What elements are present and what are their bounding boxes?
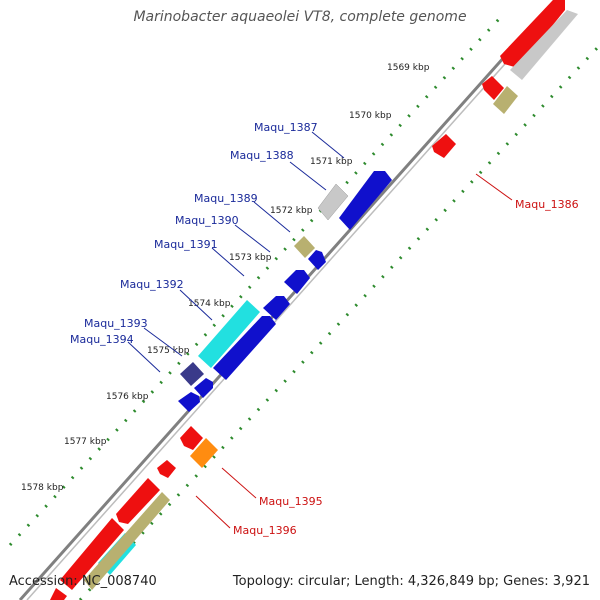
inner-dotted-guide xyxy=(78,43,600,600)
gene-feature[interactable] xyxy=(294,236,315,258)
gene-label[interactable]: Maqu_1394 xyxy=(70,333,134,346)
gene-feature[interactable] xyxy=(284,270,310,294)
plus-label-leaders xyxy=(127,131,345,373)
kbp-tick-label: 1576 kbp xyxy=(106,392,149,402)
gene-feature[interactable] xyxy=(339,171,392,230)
gene-label[interactable]: Maqu_1387 xyxy=(254,121,318,134)
gene-label[interactable]: Maqu_1388 xyxy=(230,149,294,162)
accession-label: Accession: NC_008740 xyxy=(9,574,157,589)
gene-label[interactable]: Maqu_1393 xyxy=(84,317,148,330)
gene-label[interactable]: Maqu_1386 xyxy=(515,198,579,211)
kbp-tick-label: 1571 kbp xyxy=(310,157,353,167)
gene-feature[interactable] xyxy=(317,183,349,221)
kbp-tick-label: 1570 kbp xyxy=(349,111,392,121)
kbp-tick-label: 1577 kbp xyxy=(64,437,107,447)
kbp-tick-label: 1569 kbp xyxy=(387,63,430,73)
gene-feature[interactable] xyxy=(510,10,578,80)
gene-feature[interactable] xyxy=(198,300,260,368)
minus-strand-genes xyxy=(50,0,578,600)
map-title: Marinobacter aquaeolei VT8, complete gen… xyxy=(133,9,467,25)
kbp-tick-label: 1572 kbp xyxy=(270,206,313,216)
gene-labels: Maqu_1387 Maqu_1388 Maqu_1389 Maqu_1390 … xyxy=(70,121,579,537)
kbp-tick-label: 1578 kbp xyxy=(21,483,64,493)
gene-feature[interactable] xyxy=(194,378,213,398)
gene-feature[interactable] xyxy=(84,492,170,590)
gene-label[interactable]: Maqu_1396 xyxy=(233,524,297,537)
genome-summary: Topology: circular; Length: 4,326,849 bp… xyxy=(232,574,590,589)
gene-feature[interactable] xyxy=(493,86,518,114)
minus-label-leaders xyxy=(195,173,513,529)
gene-feature[interactable] xyxy=(500,0,565,68)
gene-feature[interactable] xyxy=(116,478,160,524)
gene-feature[interactable] xyxy=(178,392,200,412)
outer-dotted-guide xyxy=(8,16,502,547)
kbp-tick-label: 1574 kbp xyxy=(188,299,231,309)
gene-feature[interactable] xyxy=(50,588,67,600)
gene-feature[interactable] xyxy=(60,518,124,590)
gene-label[interactable]: Maqu_1389 xyxy=(194,192,258,205)
gene-feature[interactable] xyxy=(180,362,204,386)
kbp-tick-labels: 1569 kbp 1570 kbp 1571 kbp 1572 kbp 1573… xyxy=(21,63,430,493)
gene-feature[interactable] xyxy=(432,134,456,158)
gene-label[interactable]: Maqu_1392 xyxy=(120,278,184,291)
genome-backbone-inner xyxy=(26,0,563,600)
genome-backbone xyxy=(18,0,557,600)
gene-feature[interactable] xyxy=(482,76,504,100)
kbp-tick-label: 1573 kbp xyxy=(229,253,272,263)
gene-label[interactable]: Maqu_1391 xyxy=(154,238,218,251)
gene-feature[interactable] xyxy=(308,250,326,270)
gene-feature[interactable] xyxy=(263,296,290,320)
gene-feature[interactable] xyxy=(190,438,218,468)
gene-feature[interactable] xyxy=(180,426,203,450)
gene-label[interactable]: Maqu_1390 xyxy=(175,214,239,227)
gene-feature[interactable] xyxy=(157,460,176,478)
gene-feature[interactable] xyxy=(213,316,276,380)
kbp-tick-label: 1575 kbp xyxy=(147,346,190,356)
gene-label[interactable]: Maqu_1395 xyxy=(259,495,323,508)
